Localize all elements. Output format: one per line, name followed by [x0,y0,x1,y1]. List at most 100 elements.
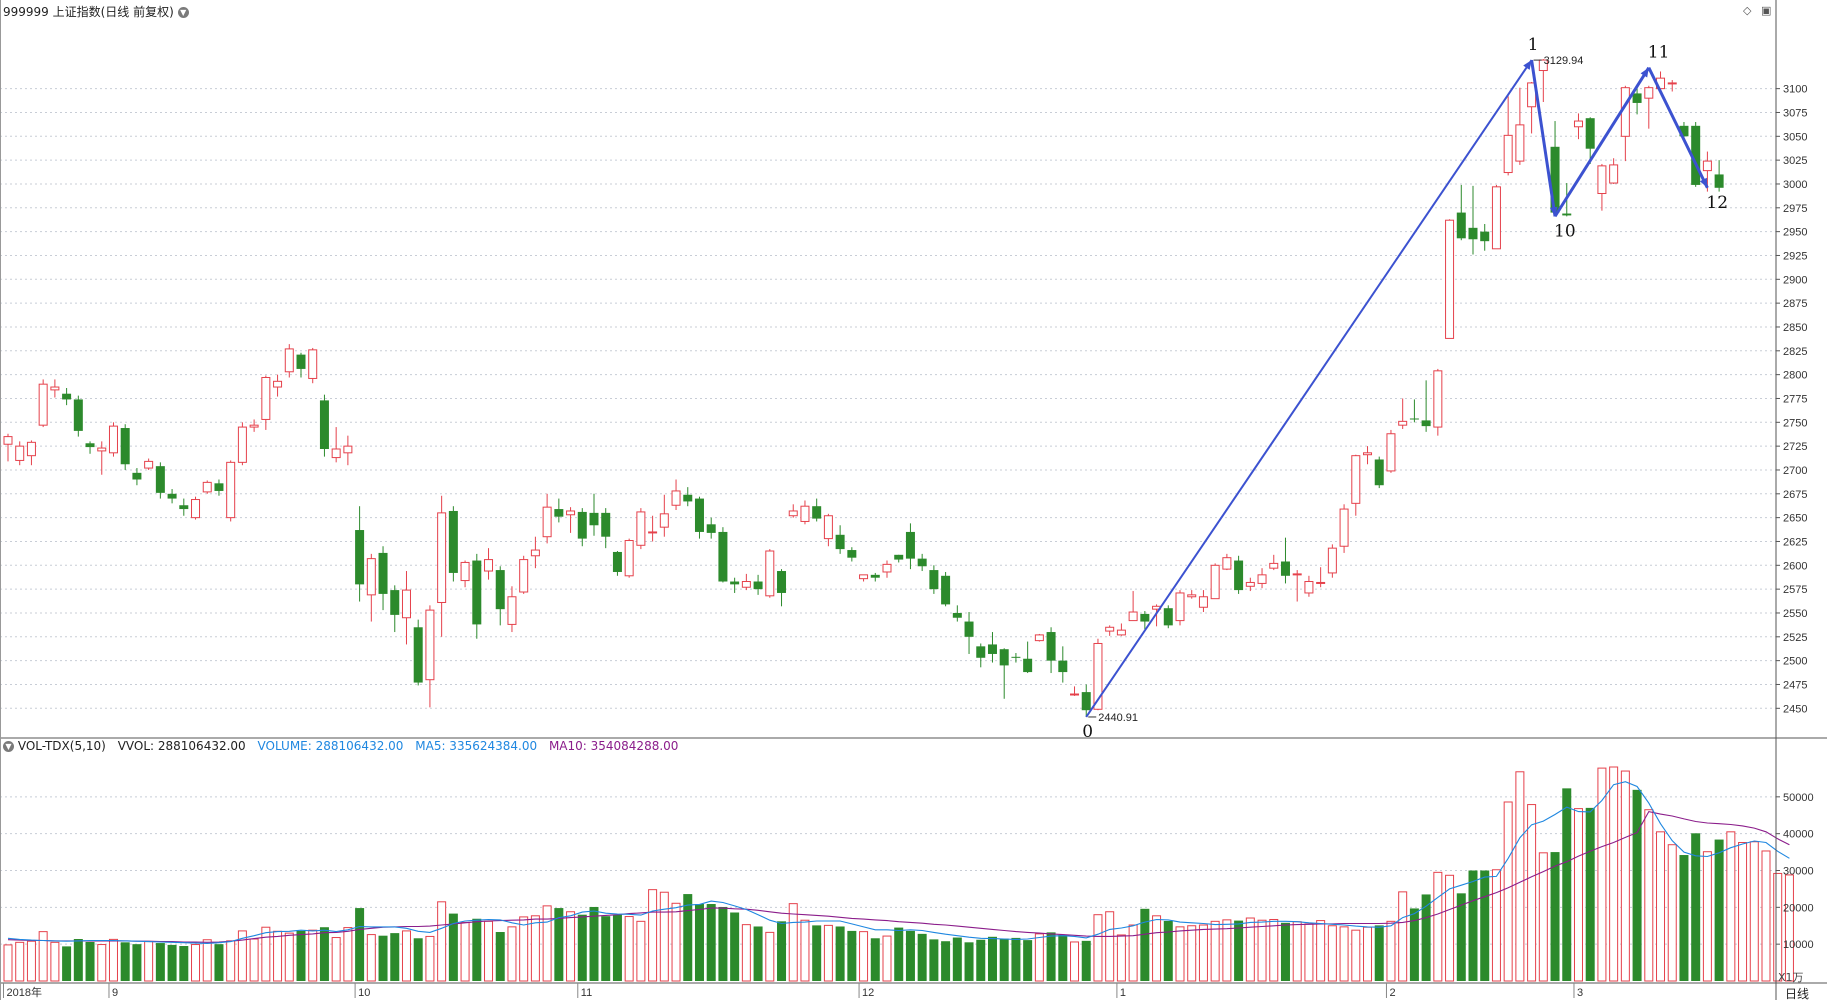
price-tick-label: 2950 [1783,227,1807,239]
volume-bar [1527,804,1537,982]
candle-body [425,609,435,681]
diamond-icon[interactable]: ◇ [1743,4,1752,17]
candle-body [1538,59,1548,72]
price-tick-label: 2825 [1783,346,1807,358]
candle-body [1058,660,1068,673]
volume-bar [1351,929,1361,982]
volume-bar [507,926,517,982]
candle-body [952,612,962,618]
volume-bar [800,919,810,982]
candle-body [718,531,728,582]
price-tick-label: 2475 [1783,679,1807,691]
volume-bar [870,938,880,981]
volume-bar [612,914,622,981]
volume-unit: X1万 [1778,971,1804,984]
candle-body [1351,455,1361,504]
volume-bar [167,944,177,981]
candle-body [519,559,529,593]
candle-body [777,571,787,593]
volume-bar [1749,841,1759,982]
volume-bar [1456,893,1466,981]
volume-bar [15,941,25,982]
candle-body [1421,420,1431,427]
candle-body [859,574,869,580]
candle-body [1116,629,1126,636]
candle-body [1456,212,1466,239]
candle-body [1398,420,1408,426]
candle-body [390,590,400,615]
price-tick-label: 2925 [1783,250,1807,262]
candle-body [355,530,365,585]
candle-body [659,513,669,528]
volume-bar [648,889,658,982]
volume-bar [1714,839,1724,981]
price-tick-label: 3050 [1783,131,1807,143]
candle-body [1011,656,1021,658]
price-tick-label: 3000 [1783,179,1807,191]
candle-body [624,540,634,577]
volume-bar [97,944,107,982]
candle-body [648,531,658,534]
candle-body [1339,508,1349,547]
candle-body [1105,626,1115,632]
volume-bar [589,906,599,981]
volume-bar [1538,852,1548,982]
ma5-line [7,781,1790,944]
volume-bar [1128,924,1138,982]
wave-line [1085,59,1533,718]
price-tick-label: 2675 [1783,489,1807,501]
volume-bar [448,913,458,981]
candle-body [1503,134,1513,174]
candle-body [1269,562,1279,569]
candle-body [226,461,236,519]
price-tick-label: 2650 [1783,513,1807,525]
candle-body [97,447,107,452]
volume-bar [1597,767,1607,982]
candle-body [870,574,880,578]
volume-bar [73,939,83,981]
price-tick-label: 2575 [1783,584,1807,596]
volume-indicator-name: VOL-TDX(5,10) [17,739,106,753]
candle-body [1327,547,1337,574]
candle-body [577,511,587,539]
period-label[interactable]: 日线 [1785,987,1810,1001]
volume-bar [554,908,564,981]
volume-bar [1691,833,1701,981]
candle-body [1433,370,1443,428]
volume-bar [1656,831,1666,982]
volume-bar [894,927,904,981]
candle-body [62,393,72,400]
candle-body [1702,160,1712,172]
volume-bar [331,937,341,982]
chart-title-bar: 999999 上证指数(日线 前复权) ▼ [3,3,189,20]
volume-bar [847,930,857,981]
candle-body [1222,557,1232,570]
candle-body [694,498,704,532]
volume-bar [85,941,95,981]
candle-body [554,509,564,517]
candlesticks [3,59,1724,717]
volume-bar [1175,926,1185,982]
candle-body [1245,581,1255,587]
volume-bar [1280,922,1290,981]
volume-bar [835,926,845,981]
price-tick-label: 2600 [1783,560,1807,572]
candle-body [1562,213,1572,216]
candle-body [1515,124,1525,162]
chevron-down-icon[interactable]: ▼ [177,7,189,18]
window-icon[interactable]: ▣ [1760,4,1772,17]
volume-tick-label: 10000 [1783,939,1814,951]
wave-line [1530,59,1557,217]
candle-body [894,554,904,560]
wave-label: 12 [1706,193,1728,213]
volume-bar [859,931,869,982]
candle-body [202,481,212,493]
candle-body [237,426,247,463]
chevron-down-icon[interactable]: ▼ [3,741,14,752]
volume-bar [1163,920,1173,981]
volume-bar [1585,807,1595,981]
candle-body [1257,574,1267,584]
ma10-value: MA10: 354084288.00 [548,739,679,753]
volume-bar [308,929,318,982]
